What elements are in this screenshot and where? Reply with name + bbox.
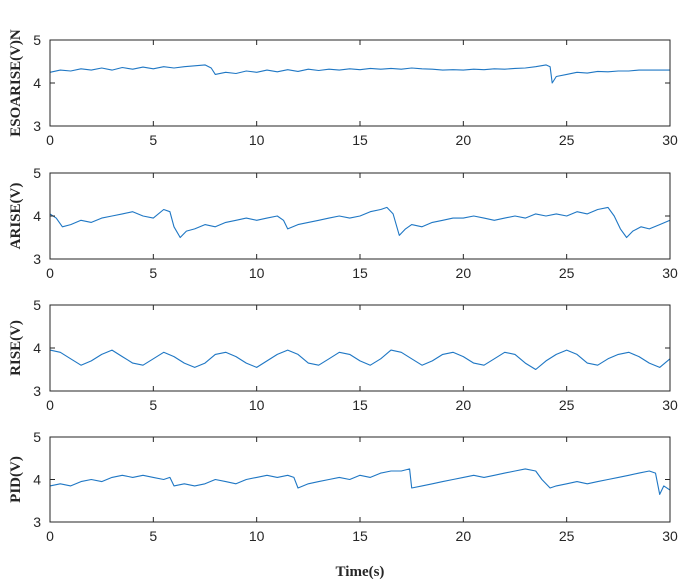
- y-tick-label: 3: [33, 514, 41, 530]
- x-tick-label: 30: [662, 132, 678, 148]
- x-tick-label: 10: [249, 132, 265, 148]
- x-tick-label: 5: [149, 132, 157, 148]
- x-tick-label: 0: [46, 265, 54, 281]
- y-tick-label: 4: [33, 208, 41, 224]
- chart-panel-3: 0 5 10 15 20 25 30 3 4 5 RISE(V): [8, 297, 678, 413]
- y-tick-label: 3: [33, 251, 41, 267]
- chart-panel-2: 0 5 10 15 20 25 30 3 4 5 ARISE(V): [8, 165, 678, 281]
- y-axis-label: ARISE(V): [8, 183, 24, 250]
- y-axis-label: RISE(V): [8, 320, 24, 376]
- x-tick-label: 15: [352, 265, 368, 281]
- chart-panel-1: 0 5 10 15 20 25 30 3 4 5 ESOARISE(V)N: [8, 29, 678, 148]
- plot-frame: [49, 39, 671, 127]
- x-tick-label: 5: [149, 397, 157, 413]
- y-axis-label: PID(V): [8, 456, 24, 503]
- y-tick-label: 5: [33, 297, 41, 313]
- x-tick-label: 5: [149, 265, 157, 281]
- x-tick-label: 20: [456, 528, 472, 544]
- series-line-1-1: [49, 64, 670, 84]
- x-tick-label: 0: [46, 397, 54, 413]
- x-tick-label: 15: [352, 528, 368, 544]
- x-tick-label: 15: [352, 397, 368, 413]
- series-line-4-1: [49, 468, 671, 495]
- x-tick-label: 20: [456, 265, 472, 281]
- x-tick-label: 30: [662, 397, 678, 413]
- x-tick-label: 20: [456, 132, 472, 148]
- y-tick-label: 4: [33, 340, 41, 356]
- x-tick-label: 25: [559, 265, 575, 281]
- y-tick-label: 5: [33, 429, 41, 445]
- series-line-2-1: [49, 206, 671, 239]
- y-tick-label: 3: [33, 118, 41, 134]
- x-axis-label: Time(s): [336, 564, 385, 580]
- x-tick-label: 30: [662, 528, 678, 544]
- x-tick-label: 10: [249, 397, 265, 413]
- y-tick-label: 4: [33, 75, 41, 91]
- x-tick-label: 20: [456, 397, 472, 413]
- x-tick-label: 5: [149, 528, 157, 544]
- chart-panel-4: 0 5 10 15 20 25 30 3 4 5 PID(V) Time(s): [8, 429, 678, 580]
- x-tick-label: 25: [559, 397, 575, 413]
- x-tick-label: 25: [559, 132, 575, 148]
- y-tick-label: 5: [33, 165, 41, 181]
- series-line-3-1: [49, 349, 671, 371]
- y-tick-label: 5: [33, 32, 41, 48]
- y-tick-label: 3: [33, 383, 41, 399]
- x-tick-label: 10: [249, 265, 265, 281]
- plot-frame: [49, 436, 671, 523]
- x-tick-label: 0: [46, 528, 54, 544]
- x-tick-label: 10: [249, 528, 265, 544]
- plot-frame: [49, 304, 671, 392]
- x-tick-label: 30: [662, 265, 678, 281]
- x-tick-label: 15: [352, 132, 368, 148]
- y-axis-label: ESOARISE(V)N: [8, 29, 24, 137]
- x-tick-label: 25: [559, 528, 575, 544]
- y-tick-label: 4: [33, 472, 41, 488]
- x-tick-label: 0: [46, 132, 54, 148]
